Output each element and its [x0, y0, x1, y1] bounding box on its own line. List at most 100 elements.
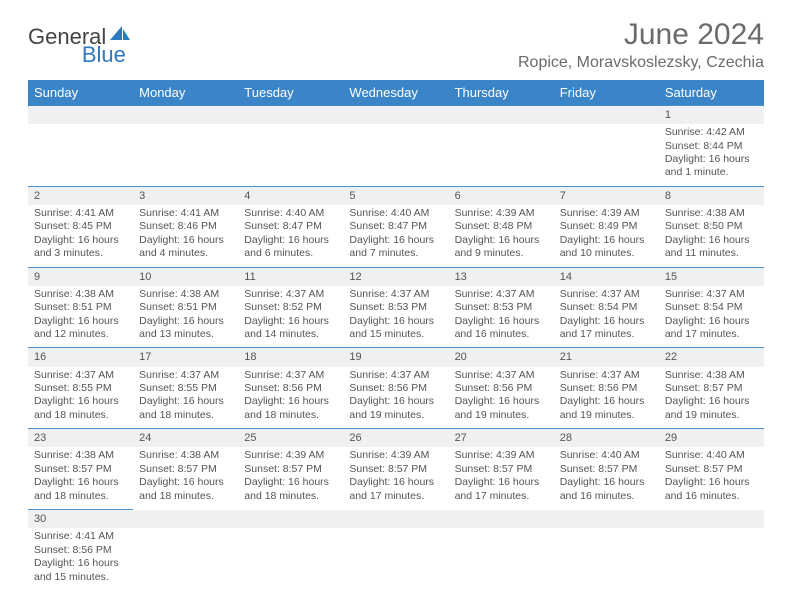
- day-number: 20: [455, 351, 467, 363]
- day-detail-cell: Sunrise: 4:39 AMSunset: 8:57 PMDaylight:…: [238, 447, 343, 509]
- day-d1: Daylight: 16 hours: [34, 557, 127, 570]
- day-sr: Sunrise: 4:41 AM: [34, 530, 127, 543]
- day-detail-cell: Sunrise: 4:38 AMSunset: 8:50 PMDaylight:…: [659, 205, 764, 267]
- day-number: 1: [665, 109, 671, 121]
- day-detail-cell: Sunrise: 4:37 AMSunset: 8:53 PMDaylight:…: [343, 286, 448, 348]
- day-d2: and 16 minutes.: [560, 490, 653, 503]
- day-number-cell: 28: [554, 429, 659, 448]
- day-number: 18: [244, 351, 256, 363]
- weekday-header: Tuesday: [238, 80, 343, 106]
- day-ss: Sunset: 8:57 PM: [560, 463, 653, 476]
- day-d2: and 16 minutes.: [665, 490, 758, 503]
- weekday-header: Wednesday: [343, 80, 448, 106]
- day-ss: Sunset: 8:44 PM: [665, 140, 758, 153]
- day-d2: and 19 minutes.: [560, 409, 653, 422]
- day-d1: Daylight: 16 hours: [139, 234, 232, 247]
- day-d2: and 13 minutes.: [139, 328, 232, 341]
- day-number-cell: 5: [343, 186, 448, 205]
- day-d2: and 19 minutes.: [349, 409, 442, 422]
- day-d2: and 10 minutes.: [560, 247, 653, 260]
- detail-row: Sunrise: 4:41 AMSunset: 8:45 PMDaylight:…: [28, 205, 764, 267]
- day-detail-cell: Sunrise: 4:38 AMSunset: 8:57 PMDaylight:…: [133, 447, 238, 509]
- header: General June 2024 Ropice, Moravskoslezsk…: [28, 18, 764, 72]
- day-d2: and 7 minutes.: [349, 247, 442, 260]
- day-d1: Daylight: 16 hours: [34, 234, 127, 247]
- day-number: 13: [455, 271, 467, 283]
- day-number-cell: 14: [554, 267, 659, 286]
- day-d2: and 18 minutes.: [34, 490, 127, 503]
- day-detail-cell: Sunrise: 4:37 AMSunset: 8:52 PMDaylight:…: [238, 286, 343, 348]
- day-number-cell: 8: [659, 186, 764, 205]
- day-sr: Sunrise: 4:38 AM: [665, 369, 758, 382]
- day-number-cell: 12: [343, 267, 448, 286]
- day-number-cell: 23: [28, 429, 133, 448]
- day-number: 12: [349, 271, 361, 283]
- day-sr: Sunrise: 4:41 AM: [34, 207, 127, 220]
- day-detail-cell: [238, 124, 343, 186]
- day-ss: Sunset: 8:57 PM: [34, 463, 127, 476]
- day-d1: Daylight: 16 hours: [349, 315, 442, 328]
- day-detail-cell: [343, 528, 448, 590]
- detail-row: Sunrise: 4:42 AMSunset: 8:44 PMDaylight:…: [28, 124, 764, 186]
- day-ss: Sunset: 8:56 PM: [349, 382, 442, 395]
- day-ss: Sunset: 8:51 PM: [34, 301, 127, 314]
- day-number: 2: [34, 190, 40, 202]
- day-sr: Sunrise: 4:40 AM: [244, 207, 337, 220]
- day-number-cell: [238, 106, 343, 125]
- day-detail-cell: Sunrise: 4:37 AMSunset: 8:54 PMDaylight:…: [554, 286, 659, 348]
- daynum-row: 16171819202122: [28, 348, 764, 367]
- day-d1: Daylight: 16 hours: [665, 153, 758, 166]
- day-detail-cell: Sunrise: 4:41 AMSunset: 8:45 PMDaylight:…: [28, 205, 133, 267]
- weekday-header: Thursday: [449, 80, 554, 106]
- day-sr: Sunrise: 4:37 AM: [139, 369, 232, 382]
- calendar-table: Sunday Monday Tuesday Wednesday Thursday…: [28, 80, 764, 590]
- daynum-row: 9101112131415: [28, 267, 764, 286]
- day-number-cell: [659, 510, 764, 529]
- day-d2: and 9 minutes.: [455, 247, 548, 260]
- day-sr: Sunrise: 4:37 AM: [665, 288, 758, 301]
- day-sr: Sunrise: 4:39 AM: [455, 207, 548, 220]
- day-ss: Sunset: 8:53 PM: [455, 301, 548, 314]
- day-detail-cell: [554, 124, 659, 186]
- daynum-row: 30: [28, 510, 764, 529]
- day-number-cell: 22: [659, 348, 764, 367]
- day-detail-cell: Sunrise: 4:41 AMSunset: 8:56 PMDaylight:…: [28, 528, 133, 590]
- day-ss: Sunset: 8:57 PM: [349, 463, 442, 476]
- day-ss: Sunset: 8:50 PM: [665, 220, 758, 233]
- day-detail-cell: Sunrise: 4:37 AMSunset: 8:54 PMDaylight:…: [659, 286, 764, 348]
- day-d2: and 17 minutes.: [665, 328, 758, 341]
- day-number: 26: [349, 432, 361, 444]
- day-detail-cell: [133, 124, 238, 186]
- day-sr: Sunrise: 4:37 AM: [34, 369, 127, 382]
- day-sr: Sunrise: 4:37 AM: [455, 288, 548, 301]
- day-detail-cell: Sunrise: 4:40 AMSunset: 8:57 PMDaylight:…: [659, 447, 764, 509]
- day-detail-cell: Sunrise: 4:38 AMSunset: 8:57 PMDaylight:…: [28, 447, 133, 509]
- day-detail-cell: Sunrise: 4:37 AMSunset: 8:56 PMDaylight:…: [449, 367, 554, 429]
- day-d2: and 15 minutes.: [349, 328, 442, 341]
- day-ss: Sunset: 8:48 PM: [455, 220, 548, 233]
- daynum-row: 1: [28, 106, 764, 125]
- day-number-cell: 25: [238, 429, 343, 448]
- day-number: 3: [139, 190, 145, 202]
- day-number-cell: 2: [28, 186, 133, 205]
- day-sr: Sunrise: 4:37 AM: [349, 369, 442, 382]
- day-number-cell: 29: [659, 429, 764, 448]
- day-number-cell: 9: [28, 267, 133, 286]
- day-detail-cell: Sunrise: 4:42 AMSunset: 8:44 PMDaylight:…: [659, 124, 764, 186]
- day-d1: Daylight: 16 hours: [244, 476, 337, 489]
- day-number-cell: 10: [133, 267, 238, 286]
- day-detail-cell: Sunrise: 4:39 AMSunset: 8:48 PMDaylight:…: [449, 205, 554, 267]
- day-d1: Daylight: 16 hours: [560, 234, 653, 247]
- day-detail-cell: [343, 124, 448, 186]
- day-number: 29: [665, 432, 677, 444]
- day-number: 27: [455, 432, 467, 444]
- day-d1: Daylight: 16 hours: [244, 315, 337, 328]
- day-number: 8: [665, 190, 671, 202]
- day-d1: Daylight: 16 hours: [349, 476, 442, 489]
- day-number-cell: 19: [343, 348, 448, 367]
- day-ss: Sunset: 8:57 PM: [665, 463, 758, 476]
- day-detail-cell: [238, 528, 343, 590]
- weekday-header: Sunday: [28, 80, 133, 106]
- day-number-cell: [28, 106, 133, 125]
- day-detail-cell: [133, 528, 238, 590]
